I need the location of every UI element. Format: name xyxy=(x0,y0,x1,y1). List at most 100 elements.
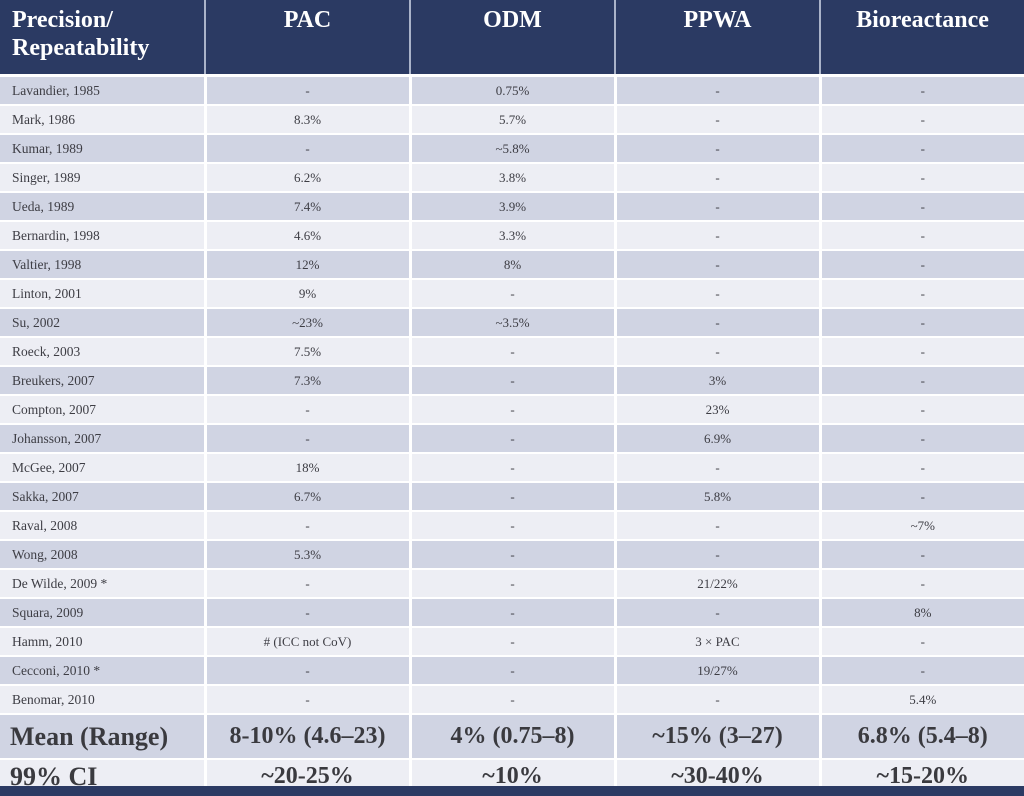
study-cell: Wong, 2008 xyxy=(0,540,207,570)
value-cell-pac: - xyxy=(205,395,412,425)
study-cell: Sakka, 2007 xyxy=(0,482,207,512)
study-cell: Roeck, 2003 xyxy=(0,337,207,367)
bottom-border-bar xyxy=(0,786,1024,796)
value-cell-pac: ~23% xyxy=(205,308,412,338)
value-cell-bioreactance: - xyxy=(820,337,1024,367)
table-row: Sakka, 2007 6.7% -5.8% - xyxy=(0,482,1024,512)
value-cell-odm: - xyxy=(410,685,617,715)
value-cell-bioreactance: - xyxy=(820,569,1024,599)
value-cell-pac: - xyxy=(205,511,412,541)
value-cell-pac: 4.6% xyxy=(205,221,412,251)
table-row: Compton, 2007- -23% - xyxy=(0,395,1024,425)
study-cell: Hamm, 2010 xyxy=(0,627,207,657)
value-cell-ppwa: - xyxy=(615,453,822,483)
value-cell-bioreactance: - xyxy=(820,656,1024,686)
table-row: Hamm, 2010 # (ICC not CoV) -3 × PAC - xyxy=(0,627,1024,657)
value-cell-ppwa: - xyxy=(615,337,822,367)
study-cell: Kumar, 1989 xyxy=(0,134,207,164)
value-cell-bioreactance: - xyxy=(820,163,1024,193)
table-footer: Mean (Range) 8-10% (4.6–23) 4% (0.75–8) ~15… xyxy=(0,714,1024,795)
study-cell: Benomar, 2010 xyxy=(0,685,207,715)
value-cell-ppwa: - xyxy=(615,192,822,222)
table-row: Kumar, 1989- ~5.8% - - xyxy=(0,134,1024,164)
table-row: Ueda, 1989 7.4% 3.9% - - xyxy=(0,192,1024,222)
value-cell-odm: - xyxy=(410,598,617,628)
value-cell-odm: - xyxy=(410,511,617,541)
study-cell: Raval, 2008 xyxy=(0,511,207,541)
value-cell-odm: - xyxy=(410,395,617,425)
value-cell-odm: 0.75% xyxy=(410,75,617,106)
value-cell-pac: - xyxy=(205,424,412,454)
value-cell-odm: 8% xyxy=(410,250,617,280)
header-precision-repeatability: Precision/ Repeatability xyxy=(0,0,206,77)
value-cell-pac: 18% xyxy=(205,453,412,483)
value-cell-ppwa: 3 × PAC xyxy=(615,627,822,657)
table-row: Wong, 2008 5.3% - - - xyxy=(0,540,1024,570)
value-cell-bioreactance: - xyxy=(820,482,1024,512)
value-cell-ppwa: 5.8% xyxy=(615,482,822,512)
table-row: Raval, 2008- - - ~7% xyxy=(0,511,1024,541)
value-cell-ppwa: 23% xyxy=(615,395,822,425)
value-cell-pac: - xyxy=(205,656,412,686)
value-cell-ppwa: - xyxy=(615,250,822,280)
study-cell: Singer, 1989 xyxy=(0,163,207,193)
value-cell-ppwa: - xyxy=(615,685,822,715)
value-cell-bioreactance: - xyxy=(820,75,1024,106)
value-cell-odm: - xyxy=(410,540,617,570)
value-cell-bioreactance: 5.4% xyxy=(820,685,1024,715)
study-cell: Johansson, 2007 xyxy=(0,424,207,454)
value-cell-bioreactance: - xyxy=(820,250,1024,280)
header-line-1: Precision/ xyxy=(12,7,113,33)
value-cell-ppwa: - xyxy=(615,134,822,164)
value-cell-pac: - xyxy=(205,569,412,599)
value-cell-odm: 3.8% xyxy=(410,163,617,193)
value-cell-odm: - xyxy=(410,279,617,309)
value-cell-odm: 4% (0.75–8) xyxy=(410,714,617,760)
value-cell-bioreactance: - xyxy=(820,134,1024,164)
value-cell-odm: - xyxy=(410,482,617,512)
table-row: Breukers, 2007 7.3% -3% - xyxy=(0,366,1024,396)
header-line-2: Repeatability xyxy=(12,34,150,61)
value-cell-pac: 8.3% xyxy=(205,105,412,135)
value-cell-pac: # (ICC not CoV) xyxy=(205,627,412,657)
study-cell: Bernardin, 1998 xyxy=(0,221,207,251)
value-cell-bioreactance: - xyxy=(820,366,1024,396)
study-cell: McGee, 2007 xyxy=(0,453,207,483)
value-cell-odm: - xyxy=(410,366,617,396)
value-cell-ppwa: 21/22% xyxy=(615,569,822,599)
value-cell-bioreactance: 6.8% (5.4–8) xyxy=(820,714,1024,760)
value-cell-odm: 3.3% xyxy=(410,221,617,251)
value-cell-bioreactance: - xyxy=(820,395,1024,425)
value-cell-ppwa: - xyxy=(615,105,822,135)
value-cell-odm: - xyxy=(410,424,617,454)
value-cell-bioreactance: - xyxy=(820,308,1024,338)
value-cell-bioreactance: - xyxy=(820,221,1024,251)
value-cell-pac: 7.4% xyxy=(205,192,412,222)
study-cell: De Wilde, 2009 * xyxy=(0,569,207,599)
value-cell-odm: - xyxy=(410,337,617,367)
header-row: Precision/ Repeatability PAC ODM PPWA Bi… xyxy=(0,0,1024,77)
header-pac: PAC xyxy=(205,0,411,77)
value-cell-odm: - xyxy=(410,569,617,599)
value-cell-pac: - xyxy=(205,75,412,106)
value-cell-pac: - xyxy=(205,685,412,715)
value-cell-bioreactance: 8% xyxy=(820,598,1024,628)
study-cell: Squara, 2009 xyxy=(0,598,207,628)
value-cell-ppwa: - xyxy=(615,511,822,541)
value-cell-ppwa: - xyxy=(615,221,822,251)
table-row: Linton, 2001 9% - - - xyxy=(0,279,1024,309)
value-cell-bioreactance: - xyxy=(820,540,1024,570)
mean-range-label: Mean (Range) xyxy=(0,714,207,760)
value-cell-bioreactance: - xyxy=(820,453,1024,483)
value-cell-odm: - xyxy=(410,656,617,686)
table-row: De Wilde, 2009 * - -21/22% - xyxy=(0,569,1024,599)
value-cell-ppwa: - xyxy=(615,540,822,570)
table-row: Benomar, 2010- - -5.4% xyxy=(0,685,1024,715)
value-cell-pac: 6.7% xyxy=(205,482,412,512)
header-ppwa: PPWA xyxy=(615,0,821,77)
value-cell-bioreactance: - xyxy=(820,424,1024,454)
value-cell-bioreactance: - xyxy=(820,279,1024,309)
header-bioreactance: Bioreactance xyxy=(820,0,1024,77)
study-cell: Valtier, 1998 xyxy=(0,250,207,280)
value-cell-pac: 9% xyxy=(205,279,412,309)
